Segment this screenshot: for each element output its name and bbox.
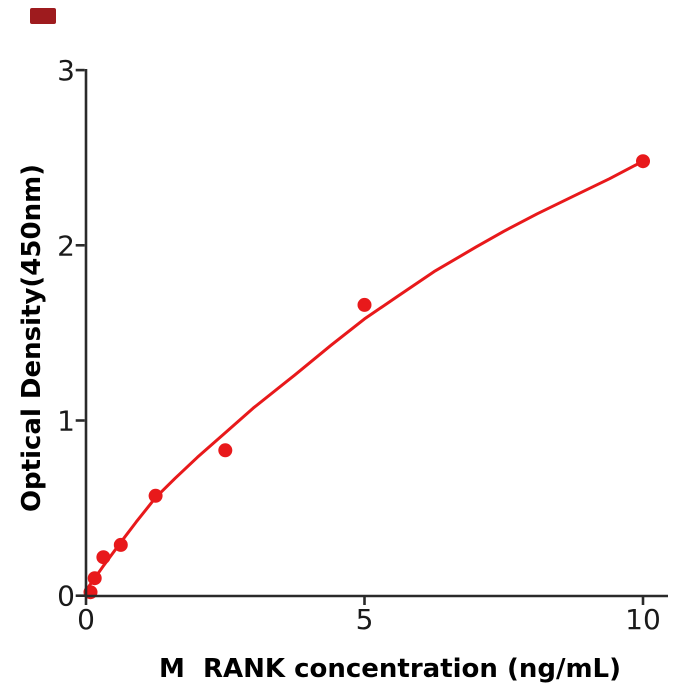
y-tick-label: 0 [57,580,75,613]
data-point [636,154,650,169]
data-point [148,488,163,503]
data-points-layer [83,154,650,600]
data-point [218,443,233,458]
axes-layer: 0 1 2 3 0 5 10 [57,54,668,636]
data-point [113,537,128,552]
data-point [357,297,372,312]
data-point [96,550,111,565]
ticks-layer: 0 1 2 3 0 5 10 [57,54,661,636]
y-axis-title: Optical Density(450nm) [17,164,47,512]
data-point [87,571,102,586]
brand-mark [30,8,56,24]
x-tick-label: 10 [625,603,661,636]
standard-curve-layer [84,159,645,592]
standard-curve-line [84,159,645,592]
y-tick-label: 2 [57,229,75,262]
y-tick-label: 3 [57,54,75,87]
x-tick-label: 5 [356,603,374,636]
x-axis-title: M RANK concentration (ng/mL) [159,654,621,684]
y-tick-label: 1 [57,405,75,438]
x-tick-label: 0 [77,603,95,636]
